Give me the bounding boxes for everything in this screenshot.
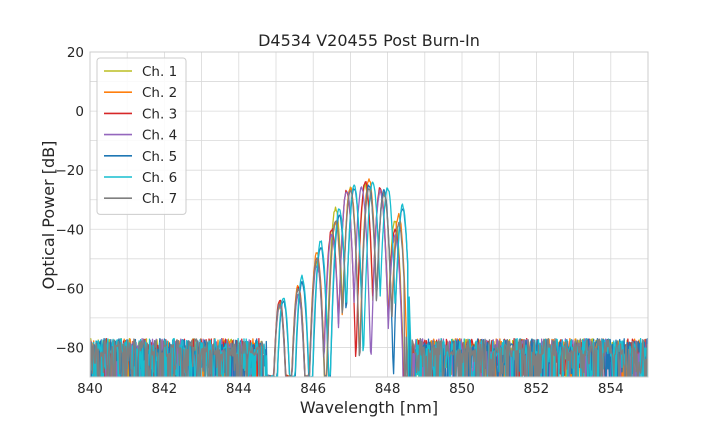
y-tick-label: −80: [56, 340, 85, 356]
legend-label-1: Ch. 1: [142, 64, 177, 80]
y-tick-label: 0: [75, 104, 84, 120]
x-tick-label: 852: [524, 381, 550, 397]
y-tick-label: −20: [56, 163, 85, 179]
series-line-6: [90, 181, 648, 377]
plot-area: [90, 178, 648, 377]
x-tick-label: 842: [152, 381, 178, 397]
legend-label-7: Ch. 7: [142, 191, 177, 207]
legend-label-6: Ch. 6: [142, 170, 177, 186]
y-tick-label: −40: [56, 222, 85, 238]
chart-title: D4534 V20455 Post Burn-In: [258, 31, 480, 50]
x-tick-label: 850: [449, 381, 475, 397]
legend: Ch. 1 Ch. 2 Ch. 3 Ch. 4 Ch. 5 Ch. 6 Ch. 7: [96, 57, 187, 215]
legend-label-4: Ch. 4: [142, 128, 177, 144]
y-axis-label: Optical Power [dB]: [39, 141, 58, 290]
x-tick-label: 854: [598, 381, 624, 397]
series-line-7: [90, 188, 648, 377]
y-tick-label: −60: [56, 281, 85, 297]
x-tick-label: 846: [300, 381, 326, 397]
tick-labels: 840 842 844 846 848 850 852 854 −80 −60 −40 −20 0 20: [56, 45, 624, 397]
legend-label-2: Ch. 2: [142, 85, 177, 101]
x-axis-label: Wavelength [nm]: [300, 398, 438, 417]
legend-label-3: Ch. 3: [142, 106, 177, 122]
x-tick-label: 848: [375, 381, 401, 397]
legend-box: [96, 57, 187, 215]
plot-frame: [89, 51, 649, 378]
legend-label-5: Ch. 5: [142, 149, 177, 165]
x-tick-label: 844: [226, 381, 252, 397]
x-tick-label: 840: [77, 381, 103, 397]
y-tick-label: 20: [67, 45, 84, 61]
